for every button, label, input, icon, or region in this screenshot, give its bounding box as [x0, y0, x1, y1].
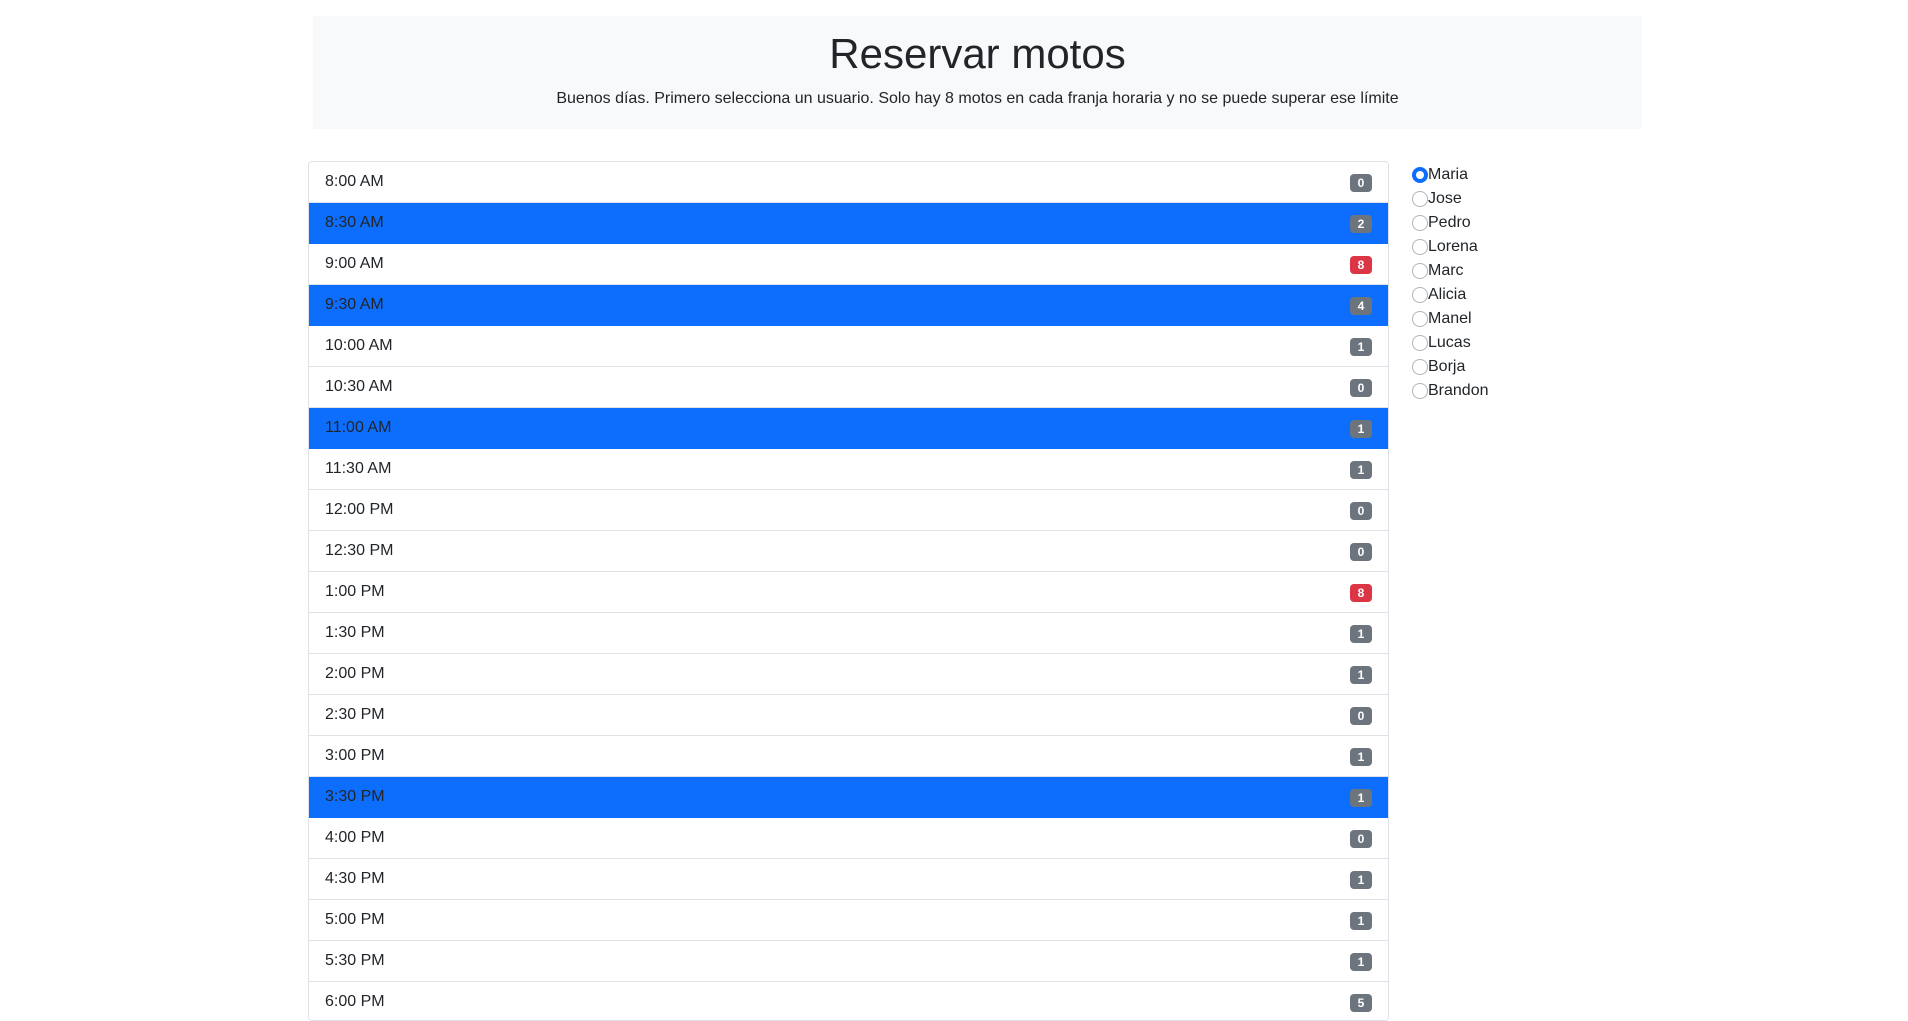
reservation-count-badge: 1 — [1350, 789, 1372, 807]
reservation-count-badge: 1 — [1350, 625, 1372, 643]
time-slot-row[interactable]: 6:00 PM 5 — [309, 982, 1388, 1020]
user-radio-button[interactable] — [1412, 287, 1428, 303]
time-slot-row[interactable]: 8:30 AM 2 — [309, 203, 1388, 244]
reservation-count-badge: 1 — [1350, 912, 1372, 930]
time-slot-row[interactable]: 3:00 PM 1 — [309, 736, 1388, 777]
time-slot-label: 4:00 PM — [325, 829, 385, 846]
reservation-count-badge: 1 — [1350, 420, 1372, 438]
reservation-count-badge: 0 — [1350, 174, 1372, 192]
time-slot-label: 9:30 AM — [325, 296, 384, 313]
reservation-count-badge: 0 — [1350, 502, 1372, 520]
user-name-label: Maria — [1428, 166, 1469, 183]
user-radio-button[interactable] — [1412, 383, 1428, 399]
time-slot-label: 2:00 PM — [325, 665, 385, 682]
time-slot-list: 8:00 AM 0 8:30 AM 2 9:00 AM 8 9:30 AM 4 10:00 AM… — [308, 161, 1389, 1021]
time-slot-label: 11:30 AM — [325, 460, 392, 477]
user-option-brandon[interactable]: Brandon — [1412, 379, 1489, 403]
reservation-count-badge: 0 — [1350, 830, 1372, 848]
user-radio-button[interactable] — [1412, 191, 1428, 207]
reservation-count-badge: 1 — [1350, 461, 1372, 479]
reservation-count-badge: 1 — [1350, 871, 1372, 889]
user-radio-button[interactable] — [1412, 311, 1428, 327]
user-name-label: Lorena — [1428, 238, 1478, 255]
user-option-marc[interactable]: Marc — [1412, 259, 1489, 283]
time-slot-label: 3:00 PM — [325, 747, 385, 764]
time-slot-label: 3:30 PM — [325, 788, 385, 805]
time-slot-row[interactable]: 8:00 AM 0 — [309, 162, 1388, 203]
page-header: Reservar motos Buenos días. Primero sele… — [313, 16, 1642, 129]
user-option-jose[interactable]: Jose — [1412, 187, 1489, 211]
reservation-count-badge: 0 — [1350, 707, 1372, 725]
time-slot-label: 4:30 PM — [325, 870, 385, 887]
time-slot-row[interactable]: 2:00 PM 1 — [309, 654, 1388, 695]
time-slot-label: 9:00 AM — [325, 255, 384, 272]
time-slot-row[interactable]: 1:30 PM 1 — [309, 613, 1388, 654]
user-option-pedro[interactable]: Pedro — [1412, 211, 1489, 235]
reservation-count-badge: 4 — [1350, 297, 1372, 315]
reservation-count-badge: 2 — [1350, 215, 1372, 233]
time-slot-label: 5:30 PM — [325, 952, 385, 969]
time-slot-label: 11:00 AM — [325, 419, 392, 436]
page-subtitle: Buenos días. Primero selecciona un usuar… — [556, 90, 1399, 107]
time-slot-row[interactable]: 4:30 PM 1 — [309, 859, 1388, 900]
time-slot-row[interactable]: 10:30 AM 0 — [309, 367, 1388, 408]
time-slot-row[interactable]: 10:00 AM 1 — [309, 326, 1388, 367]
time-slot-row[interactable]: 9:00 AM 8 — [309, 244, 1388, 285]
user-radio-button[interactable] — [1412, 335, 1428, 351]
time-slot-label: 8:00 AM — [325, 173, 384, 190]
time-slot-row[interactable]: 4:00 PM 0 — [309, 818, 1388, 859]
user-option-maria[interactable]: Maria — [1412, 163, 1489, 187]
user-radio-button[interactable] — [1412, 239, 1428, 255]
user-name-label: Lucas — [1428, 334, 1471, 351]
time-slot-row[interactable]: 11:30 AM 1 — [309, 449, 1388, 490]
user-option-lucas[interactable]: Lucas — [1412, 331, 1489, 355]
user-name-label: Marc — [1428, 262, 1464, 279]
user-radio-button[interactable] — [1412, 263, 1428, 279]
time-slot-row[interactable]: 5:30 PM 1 — [309, 941, 1388, 982]
user-option-alicia[interactable]: Alicia — [1412, 283, 1489, 307]
time-slot-row[interactable]: 1:00 PM 8 — [309, 572, 1388, 613]
user-name-label: Alicia — [1428, 286, 1467, 303]
time-slot-label: 12:00 PM — [325, 501, 394, 518]
time-slot-row[interactable]: 9:30 AM 4 — [309, 285, 1388, 326]
reservation-count-badge: 0 — [1350, 543, 1372, 561]
time-slot-row[interactable]: 11:00 AM 1 — [309, 408, 1388, 449]
reservation-count-badge: 1 — [1350, 748, 1372, 766]
user-radio-button[interactable] — [1412, 359, 1428, 375]
reservation-count-badge: 8 — [1350, 256, 1372, 274]
time-slot-row[interactable]: 2:30 PM 0 — [309, 695, 1388, 736]
user-name-label: Brandon — [1428, 382, 1489, 399]
time-slot-label: 12:30 PM — [325, 542, 394, 559]
user-option-lorena[interactable]: Lorena — [1412, 235, 1489, 259]
reservation-count-badge: 0 — [1350, 379, 1372, 397]
user-name-label: Jose — [1428, 190, 1462, 207]
time-slot-label: 6:00 PM — [325, 993, 385, 1010]
user-name-label: Borja — [1428, 358, 1466, 375]
time-slot-label: 8:30 AM — [325, 214, 384, 231]
reservation-count-badge: 1 — [1350, 338, 1372, 356]
reservation-count-badge: 5 — [1350, 994, 1372, 1012]
time-slot-label: 1:00 PM — [325, 583, 385, 600]
time-slot-row[interactable]: 12:00 PM 0 — [309, 490, 1388, 531]
time-slot-row[interactable]: 3:30 PM 1 — [309, 777, 1388, 818]
user-radio-button[interactable] — [1412, 167, 1428, 183]
time-slot-label: 1:30 PM — [325, 624, 385, 641]
time-slot-label: 10:00 AM — [325, 337, 393, 354]
user-name-label: Manel — [1428, 310, 1472, 327]
reservation-count-badge: 8 — [1350, 584, 1372, 602]
time-slot-label: 10:30 AM — [325, 378, 393, 395]
reservation-count-badge: 1 — [1350, 953, 1372, 971]
reservation-count-badge: 1 — [1350, 666, 1372, 684]
time-slot-row[interactable]: 5:00 PM 1 — [309, 900, 1388, 941]
user-radio-group: Maria Jose Pedro Lorena Marc Alicia Manel Lucas… — [1412, 163, 1489, 403]
user-name-label: Pedro — [1428, 214, 1471, 231]
user-option-manel[interactable]: Manel — [1412, 307, 1489, 331]
time-slot-label: 2:30 PM — [325, 706, 385, 723]
time-slot-row[interactable]: 12:30 PM 0 — [309, 531, 1388, 572]
time-slot-label: 5:00 PM — [325, 911, 385, 928]
user-option-borja[interactable]: Borja — [1412, 355, 1489, 379]
user-radio-button[interactable] — [1412, 215, 1428, 231]
page-title: Reservar motos — [829, 30, 1126, 77]
